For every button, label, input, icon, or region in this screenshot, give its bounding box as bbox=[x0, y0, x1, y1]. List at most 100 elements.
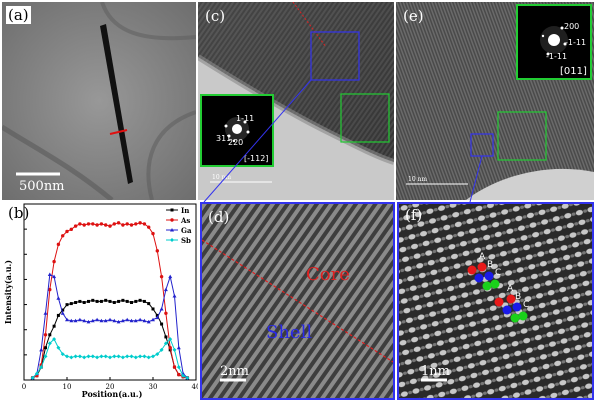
series-in-point bbox=[95, 299, 99, 303]
series-sb-point bbox=[86, 354, 91, 359]
line-profile-chart: 0 10 20 30 40 Position(a.u.) Intensity(a.u.)… bbox=[3, 203, 198, 399]
series-as-point bbox=[147, 225, 151, 229]
series-as-point bbox=[65, 229, 69, 234]
series-as-point bbox=[43, 333, 48, 337]
series-as-point bbox=[69, 227, 74, 232]
series-ga-point bbox=[138, 317, 143, 322]
series-sb-point bbox=[39, 365, 44, 370]
legend-swatch-point bbox=[170, 228, 174, 232]
series-as-point bbox=[61, 234, 65, 238]
series-as-point bbox=[151, 231, 155, 236]
series-as-point bbox=[108, 224, 112, 228]
series-as-point bbox=[112, 222, 117, 226]
panel-f-hrtem-zoom: (f) A B C A B C 1nm bbox=[397, 202, 594, 400]
fft-c-spot-3: 220 bbox=[228, 138, 244, 147]
series-ga-point bbox=[133, 318, 138, 323]
series-sb-point bbox=[185, 375, 190, 380]
stacking-letter-4: A bbox=[507, 284, 514, 294]
series-ga-point bbox=[155, 315, 160, 320]
series-ga-point bbox=[56, 296, 61, 300]
series-sb-point bbox=[163, 341, 168, 346]
series-ga-point bbox=[60, 311, 65, 315]
series-as-point bbox=[95, 223, 99, 227]
x-tick-label: 30 bbox=[149, 383, 158, 391]
panel-f-label: (f) bbox=[405, 206, 423, 224]
line-scan-marker bbox=[109, 129, 128, 135]
series-ga-point bbox=[47, 272, 52, 277]
nanowire bbox=[100, 24, 133, 184]
series-in-point bbox=[125, 299, 129, 303]
series-sb-point bbox=[142, 354, 147, 359]
series-sb-point bbox=[95, 355, 100, 360]
series-as-point bbox=[56, 242, 61, 247]
x-tick-label: 10 bbox=[63, 383, 72, 391]
panel-a-graphic bbox=[2, 2, 196, 200]
series-as-point bbox=[164, 311, 168, 315]
series-as-point bbox=[172, 365, 177, 369]
series-as-point bbox=[82, 223, 86, 227]
series-sb-point bbox=[172, 347, 177, 352]
series-sb-point bbox=[99, 354, 104, 359]
series-as-point bbox=[86, 222, 91, 226]
series-ga-point bbox=[73, 318, 78, 323]
series-sb-point bbox=[65, 354, 69, 359]
series-as-point bbox=[52, 259, 56, 264]
series-sb-point bbox=[77, 354, 82, 359]
series-in-point bbox=[82, 301, 86, 305]
series-in-point bbox=[130, 301, 133, 305]
fft-e-zone-axis: [011] bbox=[560, 66, 587, 77]
series-ga-point bbox=[172, 294, 177, 298]
series-sb-point bbox=[56, 345, 61, 350]
series-in-point bbox=[108, 299, 112, 303]
series-as bbox=[30, 221, 190, 380]
series-as-point bbox=[125, 222, 129, 226]
x-tick-label: 20 bbox=[106, 383, 115, 391]
panel-c-label: (c) bbox=[205, 7, 226, 25]
series-as-point bbox=[129, 223, 134, 227]
scale-label-f: 1nm bbox=[421, 364, 450, 379]
series-sb-point bbox=[73, 354, 78, 359]
legend-swatch-point bbox=[170, 208, 174, 212]
series-sb-point bbox=[82, 355, 87, 360]
series-sb-point bbox=[108, 355, 112, 360]
series-in-point bbox=[121, 298, 125, 302]
series-in-point bbox=[99, 299, 103, 303]
series-sb-point bbox=[138, 354, 143, 359]
core-shell-interface bbox=[202, 239, 393, 363]
series-in-point bbox=[142, 299, 146, 303]
series-ga-point bbox=[168, 274, 173, 279]
series-as-point bbox=[159, 274, 164, 279]
y-axis-label: Intensity(a.u.) bbox=[3, 260, 13, 324]
scale-label-d: 2nm bbox=[220, 364, 249, 379]
legend-label-sb: Sb bbox=[181, 236, 191, 245]
series-sb-point bbox=[120, 355, 125, 360]
series-as-point bbox=[104, 223, 108, 227]
series-as-point bbox=[78, 222, 82, 226]
fft-e-spot-2: -1-11 bbox=[565, 38, 587, 47]
fft-pattern-e bbox=[540, 26, 568, 56]
stacking-letter-3: C bbox=[495, 268, 502, 278]
interface-line-c bbox=[292, 2, 327, 48]
fft-c-spot-1: 1-11 bbox=[236, 114, 255, 123]
series-ga-point bbox=[69, 318, 74, 323]
series-as-point bbox=[155, 249, 159, 253]
series-in-point bbox=[48, 333, 52, 337]
series-sb-point bbox=[151, 354, 155, 359]
series-in-point bbox=[112, 301, 116, 305]
panel-b-chart: 0 10 20 30 40 Position(a.u.) Intensity(a.u.)… bbox=[2, 202, 198, 402]
legend-swatch-point bbox=[170, 218, 174, 222]
series-ga-point bbox=[65, 317, 69, 322]
series-in-point bbox=[65, 303, 69, 307]
series-ga-point bbox=[99, 318, 104, 323]
fft-region-box-c bbox=[340, 93, 390, 143]
series-in-point bbox=[138, 298, 142, 302]
series-in-point bbox=[44, 346, 47, 350]
fft-inset-e: 200 -1-11 -1-11 [011] bbox=[516, 4, 592, 80]
scale-label-c: 10 nm bbox=[212, 174, 232, 181]
series-in-point bbox=[160, 322, 164, 326]
series-sb-point bbox=[112, 354, 117, 359]
series-ga-point bbox=[112, 318, 117, 323]
x-axis-label: Position(a.u.) bbox=[82, 389, 143, 399]
scale-label-e: 10 nm bbox=[408, 176, 428, 183]
series-sb-point bbox=[90, 354, 95, 359]
